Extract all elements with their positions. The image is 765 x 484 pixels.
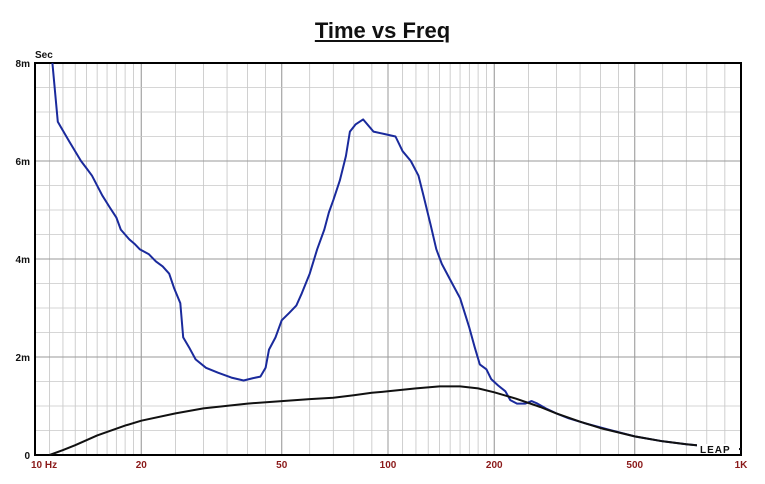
y-tick-labels: 0 2m 4m 6m 8m	[16, 59, 31, 462]
x-tick-labels: 10 Hz 20 50 100 200 500 1K	[31, 460, 748, 471]
grid-lines	[34, 62, 742, 456]
y-tick-label: 2m	[16, 353, 31, 364]
series-line-2	[49, 385, 742, 456]
series-line-1	[51, 62, 742, 451]
x-tick-label: 10 Hz	[31, 460, 57, 471]
leap-logo: LEAP	[697, 444, 739, 456]
chart-title: Time vs Freq	[314, 18, 451, 43]
leap-logo-text: LEAP	[700, 445, 731, 456]
x-tick-label: 100	[380, 460, 397, 471]
x-tick-label: 1K	[735, 460, 749, 471]
y-tick-label: 8m	[16, 59, 31, 70]
y-unit-label: Sec	[35, 50, 53, 61]
plot-frame	[34, 62, 742, 456]
x-tick-label: 20	[136, 460, 148, 471]
series-lines	[49, 62, 742, 456]
y-tick-label: 6m	[16, 157, 31, 168]
x-tick-label: 50	[276, 460, 288, 471]
y-tick-label: 0	[24, 451, 30, 462]
x-tick-label: 200	[486, 460, 503, 471]
y-tick-label: 4m	[16, 255, 31, 266]
x-tick-label: 500	[626, 460, 643, 471]
